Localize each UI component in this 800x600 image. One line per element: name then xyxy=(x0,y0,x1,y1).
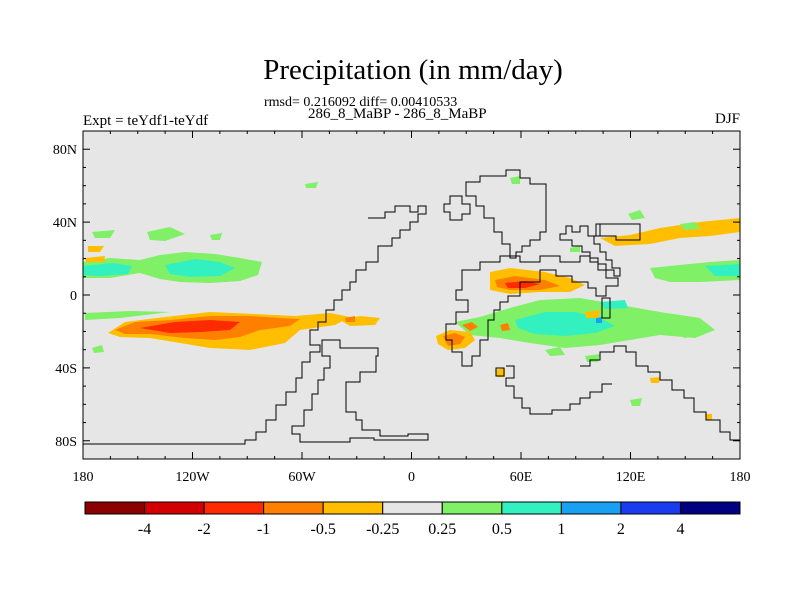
colorbar-label: -4 xyxy=(138,521,151,538)
anomaly-south-pacific-peak xyxy=(140,320,240,333)
anomaly-south-indian-green-4 xyxy=(630,398,642,406)
x-tick-label: 60E xyxy=(510,470,533,485)
colorbar-label: -1 xyxy=(257,521,270,538)
season-label: DJF xyxy=(714,111,740,127)
anomaly-north-pacific-midlat-2 xyxy=(147,227,185,241)
colorbar-label: 0.25 xyxy=(428,521,456,538)
chart-subtitle: 286_8_MaBP - 286_8_MaBP xyxy=(308,106,487,122)
coastline-antarctica-indian xyxy=(505,365,612,415)
colorbar-swatch-1 xyxy=(144,501,205,515)
anomaly-indian-band-core-east xyxy=(600,300,628,309)
colorbar-label: 1 xyxy=(557,521,565,538)
colorbar-swatch-6 xyxy=(441,501,503,515)
coastline-madagascar xyxy=(495,367,505,377)
colorbar-label: -2 xyxy=(197,521,210,538)
y-tick-label: 80N xyxy=(53,143,77,158)
coastline-south-america xyxy=(291,339,429,443)
anomaly-nw-pacific-cyan xyxy=(705,264,740,276)
coastline-outlines xyxy=(83,169,740,445)
colorbar: -4 -2 -1 -0.5 -0.25 0.25 0.5 1 2 4 xyxy=(84,501,741,538)
colorbar-swatch-3 xyxy=(263,501,324,515)
colorbar-label: 4 xyxy=(676,521,684,538)
anomaly-southern-africa-core xyxy=(443,333,465,346)
x-tick-label: 60W xyxy=(288,470,316,485)
anomaly-atlantic-south-red xyxy=(345,316,355,322)
x-tick-label: 180 xyxy=(73,470,94,485)
anomaly-indian-red-patch-1 xyxy=(462,322,478,331)
y-tick-label: 40S xyxy=(55,362,77,377)
anomaly-indian-red-patch-2 xyxy=(500,323,510,331)
anomaly-north-africa-green xyxy=(510,176,520,184)
anomaly-north-pacific-midlat-1 xyxy=(92,230,115,238)
x-tick-label: 0 xyxy=(408,470,415,485)
y-tick-label: 80S xyxy=(55,435,77,450)
anomaly-south-pacific-southwest-patch xyxy=(92,345,104,353)
coastline-africa-eurasia xyxy=(443,195,619,367)
anomaly-south-indian-green-3 xyxy=(680,328,700,338)
stats-text: rmsd= 0.216092 diff= 0.00410533 xyxy=(264,95,458,110)
anomaly-north-pacific-orange-1 xyxy=(88,246,104,252)
colorbar-swatch-2 xyxy=(203,501,265,515)
coastline-americas xyxy=(83,205,427,445)
x-tick-label: 120W xyxy=(175,470,210,485)
coastline-indonesia xyxy=(601,297,611,319)
x-tick-label: 120E xyxy=(616,470,646,485)
anomaly-north-pacific-midlat-3 xyxy=(210,233,222,240)
coastline-australia xyxy=(580,345,740,441)
colorbar-label: 0.5 xyxy=(492,521,512,538)
anomaly-arabian-peak xyxy=(505,281,540,288)
anomaly-indian-blue-dot xyxy=(596,317,602,323)
y-tick-label: 0 xyxy=(70,289,77,304)
colorbar-swatch-5 xyxy=(382,501,443,515)
anomaly-north-pacific-orange-2 xyxy=(85,256,105,262)
y-tick-label: 40N xyxy=(53,216,77,231)
anomaly-fields xyxy=(83,176,740,420)
anomaly-south-pacific-north-edge xyxy=(85,311,170,320)
chart-title: Precipitation (in mm/day) xyxy=(263,54,563,86)
colorbar-label: 2 xyxy=(617,521,625,538)
anomaly-indian-orange-patch xyxy=(585,310,600,318)
colorbar-swatch-0 xyxy=(84,501,146,515)
anomaly-south-indian-orange-2 xyxy=(650,377,660,383)
anomaly-north-pacific-core-east xyxy=(165,259,235,277)
x-axis: 180 120W 60W 0 60E 120E 180 xyxy=(73,131,751,485)
colorbar-swatch-4 xyxy=(322,501,384,515)
plot-background xyxy=(83,131,740,459)
colorbar-swatch-10 xyxy=(679,501,741,515)
colorbar-swatch-8 xyxy=(560,501,622,515)
colorbar-swatch-7 xyxy=(501,501,562,515)
x-tick-label: 180 xyxy=(730,470,751,485)
anomaly-east-asia-green xyxy=(628,210,645,220)
anomaly-east-asia-green-3 xyxy=(570,246,580,252)
colorbar-label: -0.5 xyxy=(311,521,336,538)
anomaly-north-pacific-midlat-4 xyxy=(305,182,318,188)
colorbar-label: -0.25 xyxy=(366,521,399,538)
anomaly-south-indian-orange-3 xyxy=(705,414,712,420)
anomaly-east-asia-green-2 xyxy=(680,222,700,230)
anomaly-east-asia-orange xyxy=(600,218,740,246)
coastline-greenland xyxy=(465,169,547,259)
anomaly-south-indian-orange-1 xyxy=(495,368,505,377)
y-axis: 80N 40N 0 40S 80S xyxy=(53,143,740,450)
anomaly-south-indian-green-1 xyxy=(545,347,565,356)
coastline-japan-box xyxy=(595,223,641,241)
experiment-label: Expt = teYdf1-teYdf xyxy=(83,113,209,129)
coastline-east-asia xyxy=(559,223,621,277)
colorbar-swatch-9 xyxy=(620,501,681,515)
anomaly-north-pacific-core-west xyxy=(83,263,132,276)
